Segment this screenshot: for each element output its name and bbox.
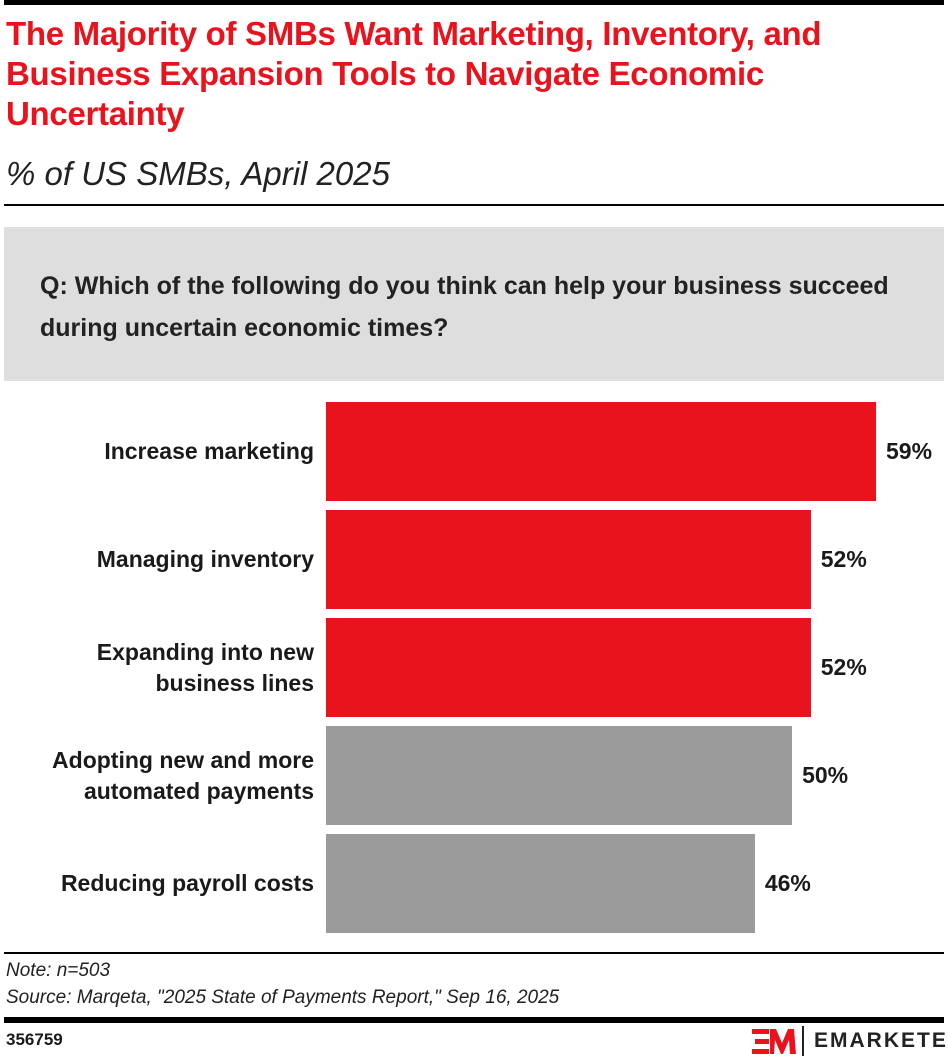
brand-name: EMARKETER <box>814 1029 948 1052</box>
value-label: 52% <box>820 654 867 680</box>
category-label: Reducing payroll costs <box>60 870 314 896</box>
top-rule <box>4 0 944 5</box>
footer-divider <box>4 952 944 954</box>
chart-subtitle: % of US SMBs, April 2025 <box>6 155 390 192</box>
chart-id: 356759 <box>6 1030 63 1049</box>
chart-title: The Majority of SMBs Want Marketing, Inv… <box>6 15 822 132</box>
value-label: 46% <box>764 870 811 896</box>
emarketer-logo: EMARKETER <box>752 1026 948 1056</box>
bar <box>326 834 755 933</box>
question-text: Q: Which of the following do you think c… <box>40 272 889 342</box>
question-box: Q: Which of the following do you think c… <box>4 227 944 381</box>
note: Note: n=503 <box>6 960 111 981</box>
em-logo-icon <box>752 1029 796 1054</box>
bar <box>326 726 793 825</box>
bar <box>326 402 876 501</box>
category-label: Adopting new and more automated payments <box>52 746 314 804</box>
header-divider <box>4 204 944 206</box>
value-label: 52% <box>820 546 867 572</box>
bar <box>326 510 811 609</box>
bottom-rule <box>4 1017 944 1023</box>
bar <box>326 618 811 717</box>
value-label: 59% <box>886 438 933 464</box>
category-label: Managing inventory <box>96 546 314 572</box>
category-label: Increase marketing <box>104 438 314 464</box>
logo-divider <box>802 1026 804 1056</box>
source: Source: Marqeta, "2025 State of Payments… <box>6 987 560 1008</box>
category-label: Expanding into new business lines <box>96 638 314 696</box>
value-label: 50% <box>802 762 849 788</box>
